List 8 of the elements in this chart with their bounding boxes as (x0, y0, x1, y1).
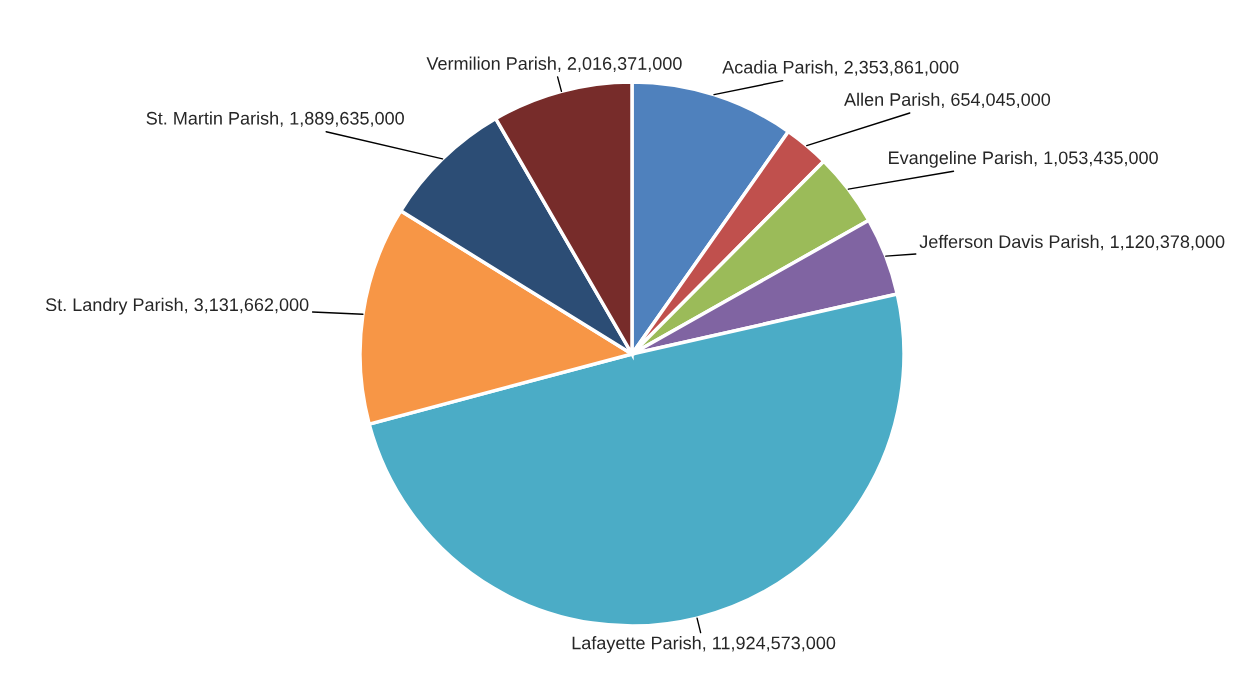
slice-label: St. Martin Parish, 1,889,635,000 (146, 111, 404, 127)
slice-label: St. Landry Parish, 3,131,662,000 (45, 297, 309, 315)
slice-label: Jefferson Davis Parish, 1,120,378,000 (919, 234, 1225, 251)
slice-label: Lafayette Parish, 11,924,573,000 (572, 636, 836, 653)
slice-label: Allen Parish, 654,045,000 (844, 92, 1051, 109)
slice-label: Vermilion Parish, 2,016,371,000 (426, 56, 682, 73)
slice-label: Evangeline Parish, 1,053,435,000 (889, 150, 1158, 168)
slice-label: Acadia Parish, 2,353,861,000 (722, 60, 959, 76)
